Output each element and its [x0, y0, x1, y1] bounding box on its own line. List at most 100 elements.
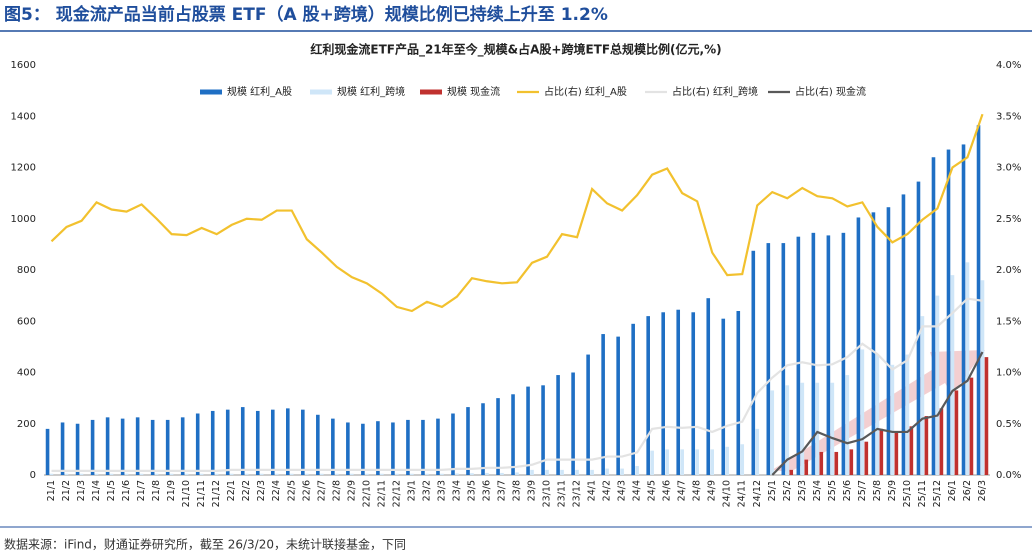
bar — [436, 418, 440, 475]
source: 数据来源：iFind，财通证券研究所，截至 26/3/20，未统计联接基金，下同 — [4, 537, 406, 552]
y2-tick-label: 2.5% — [996, 214, 1021, 225]
line — [51, 297, 983, 472]
legend-label: 占比(右) 红利_A股 — [544, 85, 627, 98]
header: 图5： 现金流产品当前占股票 ETF（A 股+跨境）规模比例已持续上升至 1.2… — [4, 4, 608, 25]
bar — [725, 446, 730, 475]
bar — [94, 473, 99, 475]
bar — [350, 473, 354, 475]
line — [771, 351, 984, 476]
x-tick-label: 25/7 — [857, 480, 868, 501]
bar — [105, 417, 110, 475]
bar — [811, 232, 816, 475]
bar — [470, 473, 474, 475]
bar — [946, 149, 951, 475]
bar — [954, 390, 959, 475]
x-tick-label: 22/4 — [271, 480, 282, 501]
bar — [939, 408, 944, 475]
bar — [511, 394, 515, 475]
x-tick-label: 25/9 — [887, 480, 898, 501]
bar — [864, 441, 869, 475]
x-tick-label: 26/2 — [962, 480, 973, 501]
x-tick-label: 23/6 — [481, 480, 492, 501]
bar — [515, 472, 519, 475]
legend-label: 占比(右) 红利_跨境 — [672, 85, 758, 98]
bar — [120, 418, 125, 475]
bar — [421, 419, 425, 475]
bar — [455, 473, 459, 475]
bar — [676, 309, 681, 475]
bar — [721, 318, 726, 475]
x-tick-label: 22/5 — [286, 480, 297, 501]
x-tick-label: 25/12 — [932, 480, 943, 507]
bar — [365, 473, 369, 475]
bar — [909, 426, 914, 475]
x-tick-label: 25/6 — [842, 480, 853, 501]
x-tick-label: 22/1 — [226, 480, 237, 501]
legend-label: 规模 红利_跨境 — [337, 85, 405, 98]
bar — [240, 407, 245, 475]
bar — [286, 408, 290, 475]
bar — [75, 423, 80, 475]
bar — [815, 382, 820, 475]
bar — [214, 473, 219, 475]
x-tick-label: 22/2 — [241, 480, 252, 501]
bar — [289, 473, 294, 475]
bar — [834, 451, 839, 475]
bar — [346, 422, 350, 475]
x-tick-label: 21/6 — [121, 480, 132, 501]
x-tick-label: 22/6 — [301, 480, 312, 501]
bar — [680, 449, 684, 475]
bar — [395, 473, 399, 475]
bar — [789, 469, 794, 475]
bar — [109, 473, 114, 475]
x-tick-label: 22/11 — [376, 480, 387, 507]
x-tick-label: 23/10 — [542, 480, 553, 507]
bar — [124, 473, 129, 475]
x-tick-label: 24/1 — [587, 480, 598, 501]
x-tick-label: 25/1 — [767, 480, 778, 501]
bar — [841, 232, 846, 475]
bar — [920, 316, 925, 475]
x-tick-label: 22/8 — [331, 480, 342, 501]
bar — [319, 473, 324, 475]
bar — [481, 403, 485, 475]
x-tick-label: 24/4 — [632, 480, 643, 501]
bar — [849, 449, 854, 475]
bar — [90, 419, 95, 475]
bar — [451, 413, 455, 475]
bar — [901, 194, 906, 475]
line — [50, 113, 984, 313]
bar — [244, 473, 249, 475]
bar — [440, 473, 444, 475]
bar — [961, 144, 966, 475]
bar — [184, 473, 189, 475]
bar — [751, 250, 756, 475]
x-tick-label: 21/11 — [196, 480, 207, 507]
bar — [710, 449, 715, 475]
bar — [969, 377, 974, 475]
bar — [965, 262, 970, 475]
bar — [646, 316, 650, 475]
bar — [545, 469, 549, 475]
bar — [229, 473, 234, 475]
bar — [541, 385, 545, 475]
x-tick-label: 25/3 — [797, 480, 808, 501]
y-tick-label: 1200 — [11, 163, 36, 174]
x-tick-label: 23/7 — [496, 480, 507, 501]
bar — [860, 349, 865, 475]
bar — [466, 407, 470, 475]
bar — [635, 466, 639, 475]
x-tick-label: 24/7 — [677, 480, 688, 501]
bar — [796, 236, 801, 475]
bar — [875, 354, 880, 475]
x-tick-label: 26/1 — [947, 480, 958, 501]
x-tick-label: 25/5 — [827, 480, 838, 501]
bar — [361, 423, 365, 475]
bar — [496, 398, 500, 475]
bar — [270, 409, 275, 475]
bar — [605, 468, 609, 475]
bar — [575, 469, 579, 475]
y-tick-label: 1400 — [11, 111, 36, 122]
x-tick-label: 22/10 — [361, 480, 372, 507]
